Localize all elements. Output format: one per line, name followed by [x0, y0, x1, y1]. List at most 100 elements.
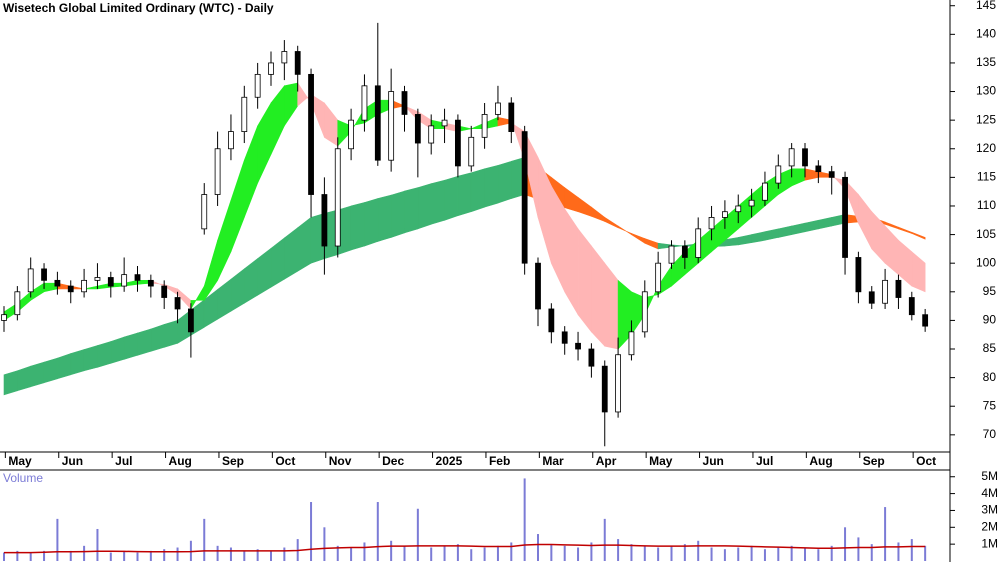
- candle-body: [575, 342, 581, 350]
- band-segment: [83, 345, 98, 372]
- candle-body: [27, 268, 34, 293]
- band-segment: [150, 323, 165, 352]
- volume-bar: [109, 552, 112, 561]
- volume-bar: [750, 545, 753, 561]
- candle-body: [147, 279, 154, 287]
- candle-body: [134, 274, 141, 281]
- candle-body: [121, 274, 128, 287]
- volume-bar: [96, 528, 99, 561]
- volume-bar: [603, 518, 606, 561]
- volume-tick-label: 2M: [981, 519, 998, 533]
- plot-area: [1, 22, 929, 447]
- candle-body: [855, 257, 862, 293]
- candle-body: [668, 245, 675, 264]
- y-tick-label: 100: [976, 255, 996, 269]
- candle-body: [535, 262, 541, 310]
- volume-bar: [857, 537, 860, 561]
- x-tick-label: Oct: [916, 454, 936, 468]
- x-tick-label: Apr: [596, 454, 617, 468]
- candle-body: [495, 102, 501, 115]
- volume-bar: [496, 545, 499, 561]
- volume-bar: [697, 540, 700, 561]
- candle-body: [788, 148, 795, 167]
- y-tick-label: 115: [977, 170, 996, 184]
- candle-body: [561, 331, 568, 344]
- band-segment: [577, 227, 592, 333]
- candle-body: [815, 165, 822, 173]
- y-tick-label: 80: [983, 370, 997, 384]
- candle-body: [294, 51, 301, 75]
- candle-body: [481, 114, 488, 138]
- y-tick-label: 90: [983, 313, 997, 327]
- volume-tick-label: 4M: [981, 486, 998, 500]
- volume-bar: [884, 507, 887, 561]
- volume-bar: [630, 544, 633, 561]
- band-segment: [70, 349, 85, 376]
- band-segment: [430, 179, 445, 225]
- band-segment: [404, 187, 419, 234]
- volume-bar: [924, 545, 927, 561]
- volume-bar: [163, 549, 166, 561]
- volume-bar: [790, 545, 793, 561]
- band-segment: [364, 198, 379, 247]
- band-segment: [390, 190, 405, 238]
- candle-body: [601, 365, 608, 413]
- band-segment: [30, 361, 45, 388]
- volume-bar: [3, 552, 5, 561]
- volume-bar: [777, 547, 780, 561]
- volume-bar: [149, 550, 152, 561]
- volume-bar: [229, 547, 232, 561]
- volume-bar: [443, 545, 446, 561]
- volume-bar: [523, 478, 526, 561]
- x-tick-label: Dec: [382, 454, 404, 468]
- volume-bar: [350, 547, 353, 561]
- x-tick-label: Oct: [275, 454, 295, 468]
- volume-bar: [723, 549, 726, 561]
- candle-body: [695, 228, 702, 258]
- band-segment: [591, 245, 606, 347]
- band-segment: [163, 320, 178, 348]
- volume-bar: [56, 518, 59, 561]
- volume-bar: [910, 539, 913, 561]
- y-tick-label: 85: [983, 341, 997, 355]
- volume-bar: [376, 502, 379, 561]
- volume-bar: [763, 549, 766, 561]
- candle-body: [321, 194, 328, 247]
- band-segment: [137, 328, 152, 356]
- candle-body: [588, 348, 595, 367]
- x-tick-label: 2025: [436, 454, 463, 468]
- volume-bar: [830, 545, 833, 561]
- volume-bar: [737, 547, 740, 561]
- candle-body: [655, 262, 662, 293]
- x-tick-label: Jul: [115, 454, 132, 468]
- volume-average: [4, 543, 926, 554]
- candle-body: [334, 148, 341, 247]
- volume-bar: [483, 547, 486, 561]
- volume-bar: [323, 527, 326, 561]
- candle-body: [735, 205, 742, 213]
- x-tick-label: May: [649, 454, 673, 468]
- candle-body: [201, 194, 208, 230]
- volume-bar: [590, 542, 593, 561]
- y-tick-label: 105: [976, 227, 996, 241]
- volume-bar: [683, 544, 686, 561]
- candle-body: [615, 354, 621, 413]
- candle-body: [428, 125, 435, 144]
- volume-bar: [817, 549, 820, 561]
- candle-body: [908, 297, 915, 316]
- candle-body: [228, 131, 234, 150]
- candle-body: [14, 291, 21, 316]
- volume-bar: [870, 544, 873, 561]
- candle-body: [268, 62, 274, 75]
- band-segment: [377, 194, 392, 242]
- candle-body: [775, 165, 782, 184]
- volume-bar: [456, 544, 459, 561]
- candle-body: [508, 102, 515, 132]
- x-tick-label: Jun: [62, 454, 83, 468]
- volume-bar: [123, 550, 126, 561]
- candle-body: [361, 85, 368, 121]
- candle-body: [748, 199, 755, 207]
- candle-body: [161, 285, 168, 298]
- candle-body: [374, 85, 381, 161]
